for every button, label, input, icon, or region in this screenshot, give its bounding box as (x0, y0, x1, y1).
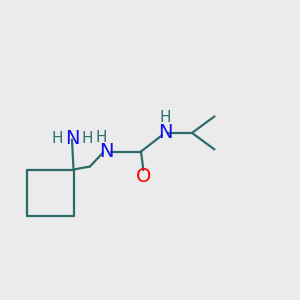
Text: H: H (51, 131, 63, 146)
Text: H: H (81, 131, 93, 146)
Text: N: N (99, 142, 114, 161)
Text: H: H (95, 130, 107, 145)
Text: O: O (136, 167, 151, 186)
Text: H: H (159, 110, 171, 125)
Text: N: N (65, 129, 79, 148)
Text: N: N (158, 123, 172, 142)
